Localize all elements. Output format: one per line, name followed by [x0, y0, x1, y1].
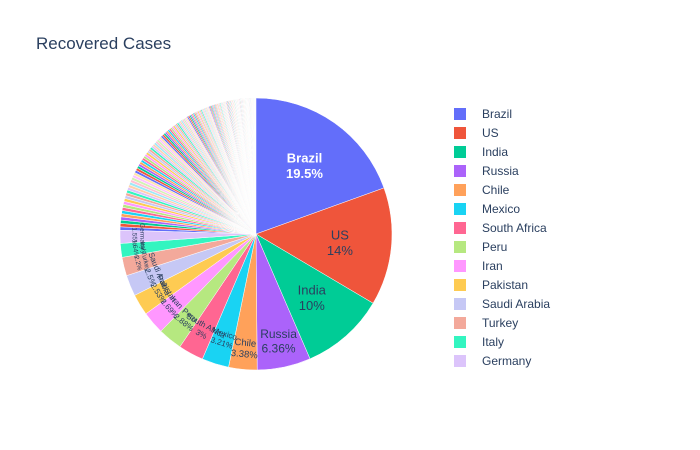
legend-item[interactable]: US	[452, 123, 550, 142]
slice-label-name: US	[331, 227, 349, 242]
legend-item[interactable]: Peru	[452, 237, 550, 256]
legend-label: US	[482, 125, 499, 140]
pie-slice-germany	[119, 229, 257, 244]
legend-swatch	[454, 316, 466, 329]
legend-label: Saudi Arabia	[482, 296, 551, 311]
legend-label: Italy	[482, 334, 505, 349]
slice-label-name: Brazil	[287, 150, 322, 165]
legend-label: Brazil	[482, 106, 513, 121]
legend-item[interactable]: Iran	[452, 256, 550, 275]
slice-label-name: Germany	[138, 223, 146, 251]
legend-swatch	[454, 202, 466, 215]
legend-label: India	[482, 144, 509, 159]
legend-swatch	[454, 335, 466, 348]
pie-slice-brazil	[255, 97, 385, 235]
legend-swatch	[454, 259, 466, 272]
legend-item[interactable]: Brazil	[452, 104, 550, 123]
legend-swatch	[454, 164, 466, 177]
legend-swatch	[454, 354, 466, 367]
legend-swatch	[454, 183, 466, 196]
slice-label-name: Italy	[138, 241, 146, 254]
legend-label: Chile	[482, 182, 510, 197]
slice-label-name: India	[298, 283, 327, 298]
slice-label-percent: 3.38%	[230, 348, 258, 362]
legend-label: Iran	[482, 258, 503, 273]
legend-item[interactable]: Germany	[452, 351, 550, 370]
slice-label-name: Turkey	[139, 251, 151, 272]
legend-item[interactable]: Russia	[452, 161, 550, 180]
legend-swatch	[454, 145, 466, 158]
slice-label-percent: 1.64%	[130, 239, 139, 258]
pie-slice-us	[255, 187, 393, 304]
slice-label-name: Russia	[260, 327, 297, 341]
legend-swatch	[454, 278, 466, 291]
legend-label: Peru	[482, 239, 508, 254]
legend-label: Russia	[482, 163, 519, 178]
legend-item[interactable]: Italy	[452, 332, 550, 351]
legend-label: Germany	[482, 353, 532, 368]
slice-label-percent: 6.36%	[262, 341, 296, 355]
slice-label-percent: 1.55%	[130, 227, 137, 246]
slice-label-percent: 10%	[299, 298, 325, 313]
legend: Brazil US India Russia Chile Mexico South Afri…	[452, 104, 550, 370]
slice-label-percent: 2.2%	[132, 255, 142, 271]
slice-label-percent: 14%	[327, 243, 353, 258]
legend-item[interactable]: Pakistan	[452, 275, 550, 294]
pie-slice-india	[255, 233, 374, 360]
legend-swatch	[454, 297, 466, 310]
legend-swatch	[454, 107, 466, 120]
legend-label: Pakistan	[482, 277, 529, 292]
legend-swatch	[454, 240, 466, 253]
chart-title: Recovered Cases	[36, 34, 172, 53]
legend-item[interactable]: South Africa	[452, 218, 550, 237]
legend-swatch	[454, 221, 466, 234]
legend-item[interactable]: Mexico	[452, 199, 550, 218]
legend-label: Mexico	[482, 201, 521, 216]
legend-label: Turkey	[482, 315, 519, 330]
legend-label: South Africa	[482, 220, 547, 235]
slice-label-percent: 19.5%	[286, 166, 323, 181]
legend-item[interactable]: Chile	[452, 180, 550, 199]
legend-item[interactable]: Saudi Arabia	[452, 294, 550, 313]
legend-item[interactable]: India	[452, 142, 550, 161]
legend-item[interactable]: Turkey	[452, 313, 550, 332]
slice-label-name: Chile	[234, 337, 257, 350]
legend-swatch	[454, 126, 466, 139]
